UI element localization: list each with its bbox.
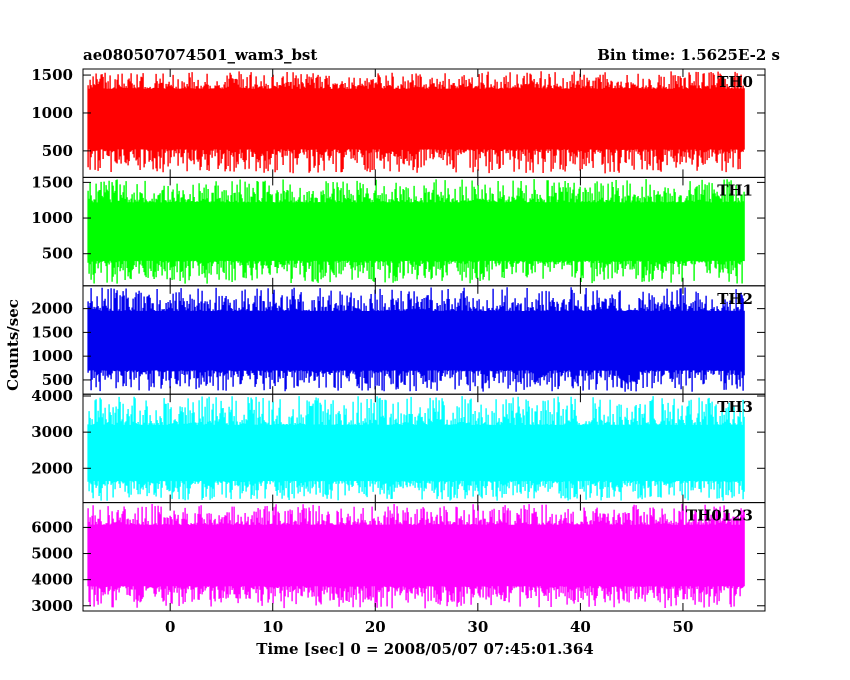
panel-th1-series-label: TH1 [717, 181, 753, 199]
series-th0-trace [87, 71, 745, 174]
panel-th0-series-label: TH0 [717, 73, 753, 91]
panel-th0-y-tick-label: 1500 [31, 66, 73, 84]
panel-th3-y-tick-label: 3000 [31, 423, 73, 441]
panel-th2-series-label: TH2 [717, 290, 753, 308]
panel-th0123-y-tick-label: 6000 [31, 518, 73, 536]
panel-th0123-series-label: TH0123 [686, 507, 753, 525]
panel-th1-y-tick-label: 1500 [31, 173, 73, 191]
series-th1-trace [87, 179, 745, 284]
x-tick-label: 40 [570, 618, 591, 636]
x-axis-label: Time [sec] 0 = 2008/05/07 07:45:01.364 [256, 640, 593, 658]
y-axis-label: Counts/sec [4, 299, 22, 391]
series-th2-trace [87, 287, 745, 392]
panel-th0-y-tick-label: 1000 [31, 104, 73, 122]
panel-th3-y-tick-label: 2000 [31, 459, 73, 477]
panel-th0-y-tick-label: 500 [42, 142, 73, 160]
x-tick-label: 50 [673, 618, 694, 636]
panel-th3-y-tick-label: 4000 [31, 387, 73, 405]
panel-th2-y-tick-label: 1500 [31, 323, 73, 341]
panel-th1-y-tick-label: 1000 [31, 209, 73, 227]
panel-th3-series-label: TH3 [717, 398, 753, 416]
bin-time-label: Bin time: 1.5625E-2 s [597, 46, 780, 64]
x-tick-label: 30 [467, 618, 488, 636]
panel-th2-y-tick-label: 500 [42, 371, 73, 389]
x-tick-label: 20 [365, 618, 386, 636]
chart-title: ae080507074501_wam3_bst [83, 46, 317, 64]
panel-th2-y-tick-label: 2000 [31, 300, 73, 318]
panel-th0123-y-tick-label: 3000 [31, 597, 73, 615]
panel-th0123-frame [82, 502, 766, 612]
panel-th0123-y-tick-label: 5000 [31, 545, 73, 563]
panel-th2-y-tick-label: 1000 [31, 347, 73, 365]
panel-th0123-y-tick-label: 4000 [31, 571, 73, 589]
panel-th1-y-tick-label: 500 [42, 245, 73, 263]
series-th0123-trace [87, 504, 745, 609]
x-tick-label: 10 [262, 618, 283, 636]
series-th3-trace [87, 396, 745, 501]
x-tick-label: 0 [165, 618, 175, 636]
